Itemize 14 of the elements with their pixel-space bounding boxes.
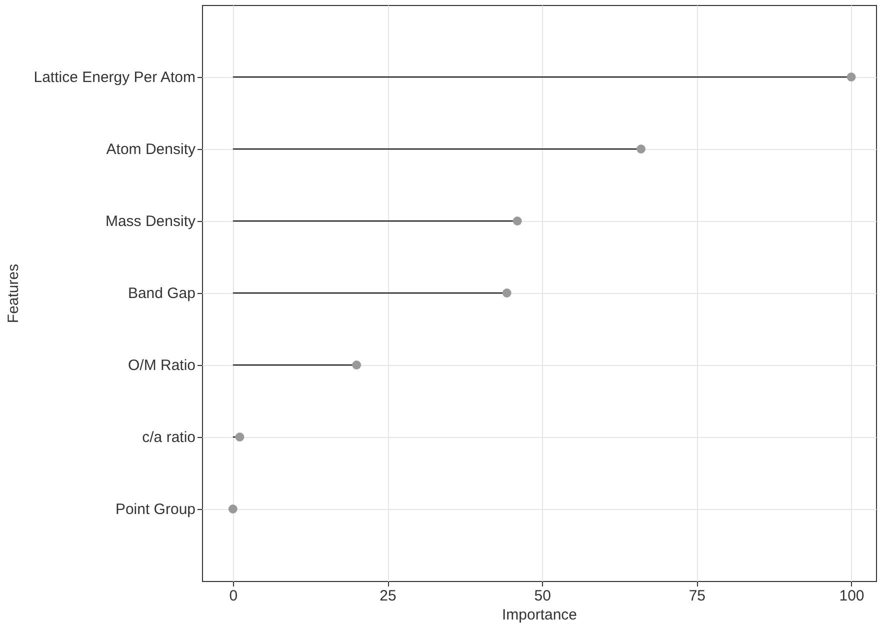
y-axis-title: Features (4, 264, 22, 324)
y-tick-label: Atom Density (106, 141, 196, 158)
x-axis-title: Importance (502, 606, 578, 624)
y-tick-label: Point Group (115, 501, 196, 518)
y-tick-label: Band Gap (128, 285, 196, 302)
x-tick-label: 0 (229, 588, 238, 604)
y-tick-label: c/a ratio (142, 429, 196, 446)
x-tick-label: 25 (380, 588, 396, 604)
y-tick-label: Mass Density (105, 213, 196, 230)
x-tick-label: 100 (839, 588, 864, 604)
y-tick-label: Lattice Energy Per Atom (34, 69, 196, 86)
x-tick-label: 50 (534, 588, 551, 604)
x-tick-label: 75 (688, 588, 706, 604)
y-tick-label: O/M Ratio (128, 357, 196, 374)
